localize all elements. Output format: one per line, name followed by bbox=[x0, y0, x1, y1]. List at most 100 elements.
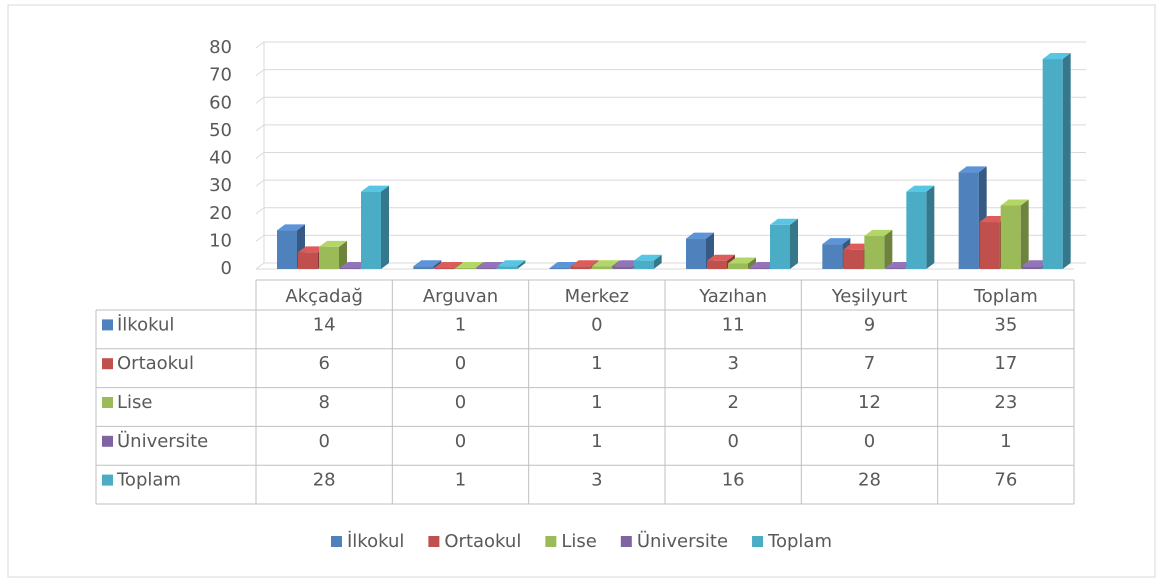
table-cell: 0 bbox=[455, 431, 466, 452]
bar bbox=[1000, 205, 1021, 269]
table-cell: 3 bbox=[591, 470, 602, 491]
table-cell: 0 bbox=[318, 431, 329, 452]
table-cell: 0 bbox=[455, 353, 466, 374]
table-cell: 28 bbox=[858, 470, 881, 491]
bar bbox=[476, 268, 497, 269]
legend-key bbox=[620, 536, 632, 547]
category-label: Yeşilyurt bbox=[831, 286, 908, 307]
table-row-label: Lise bbox=[117, 392, 152, 413]
bar-top bbox=[770, 218, 798, 225]
table-cell: 17 bbox=[994, 353, 1017, 374]
category-label: Arguvan bbox=[423, 286, 498, 307]
bar-top bbox=[361, 185, 389, 192]
y-tick-label: 60 bbox=[209, 92, 232, 113]
bar-top bbox=[707, 254, 735, 261]
bar bbox=[570, 266, 591, 269]
table-cell: 1 bbox=[591, 431, 602, 452]
bar-side bbox=[381, 185, 389, 269]
bar-side bbox=[926, 185, 935, 269]
bar bbox=[633, 260, 654, 269]
grid-line-depth bbox=[255, 179, 265, 187]
bar-top bbox=[1042, 53, 1071, 60]
legend-key bbox=[330, 536, 342, 547]
table-row-label: Üniversite bbox=[117, 430, 208, 452]
bar-top bbox=[591, 260, 620, 267]
table-cell: 0 bbox=[727, 431, 738, 452]
y-tick-label: 0 bbox=[221, 258, 232, 279]
bar-top bbox=[455, 262, 484, 268]
bar bbox=[612, 266, 633, 269]
table-cell: 76 bbox=[994, 470, 1017, 491]
bar-side bbox=[1020, 199, 1029, 269]
bar-top bbox=[319, 240, 347, 247]
chart-frame bbox=[7, 4, 1156, 578]
bar bbox=[843, 249, 864, 269]
bar-top bbox=[633, 254, 662, 261]
bar bbox=[864, 235, 885, 269]
bar bbox=[413, 266, 434, 269]
bar-top bbox=[686, 232, 714, 239]
table-cell: 7 bbox=[864, 353, 875, 374]
y-tick-label: 70 bbox=[209, 65, 232, 86]
bar-top bbox=[728, 257, 756, 264]
bar-top bbox=[434, 262, 463, 268]
table-cell: 14 bbox=[313, 314, 336, 335]
bar-top bbox=[958, 166, 987, 173]
table-cell: 35 bbox=[994, 314, 1017, 335]
table-legend-key bbox=[102, 474, 113, 486]
y-tick-label: 80 bbox=[209, 37, 232, 58]
legend-label: Toplam bbox=[767, 531, 832, 552]
table-cell: 3 bbox=[727, 353, 738, 374]
grid-line-depth bbox=[255, 124, 265, 132]
category-label: Akçadağ bbox=[285, 286, 363, 307]
y-tick-label: 30 bbox=[209, 175, 232, 196]
bar-side bbox=[339, 240, 347, 269]
grid-line-depth bbox=[255, 69, 265, 77]
bar-side bbox=[790, 218, 798, 269]
table-legend-key bbox=[102, 358, 113, 370]
bar bbox=[549, 268, 570, 269]
table-cell: 1 bbox=[455, 314, 466, 335]
bar-side bbox=[653, 254, 662, 269]
grid-line-depth bbox=[255, 152, 265, 159]
bar bbox=[340, 268, 360, 269]
bar bbox=[497, 266, 518, 269]
bar-side bbox=[517, 260, 526, 269]
bar-top bbox=[906, 185, 935, 192]
table-cell: 1 bbox=[1000, 431, 1011, 452]
table-row-label: Toplam bbox=[116, 470, 181, 491]
category-label: Merkez bbox=[565, 286, 629, 307]
table-cell: 1 bbox=[591, 353, 602, 374]
table-cell: 28 bbox=[313, 470, 336, 491]
table-cell: 11 bbox=[722, 314, 745, 335]
legend-label: Lise bbox=[561, 531, 596, 552]
table-legend-key bbox=[102, 319, 113, 331]
table-cell: 0 bbox=[864, 431, 875, 452]
y-tick-label: 50 bbox=[209, 120, 232, 141]
bar bbox=[979, 222, 1000, 269]
bar-top bbox=[822, 238, 851, 245]
table-cell: 1 bbox=[455, 470, 466, 491]
legend-key bbox=[428, 536, 440, 547]
bar-top bbox=[570, 260, 599, 267]
category-label: Yazıhan bbox=[698, 286, 767, 307]
bar-top bbox=[1000, 199, 1029, 206]
grid-line-depth bbox=[255, 234, 265, 242]
bar-top bbox=[413, 260, 442, 267]
bar bbox=[822, 244, 843, 269]
legend-key bbox=[752, 536, 764, 547]
bar-side bbox=[433, 260, 442, 269]
bar bbox=[1021, 266, 1042, 269]
bar bbox=[361, 191, 381, 269]
y-tick-label: 10 bbox=[209, 230, 232, 251]
bar-side bbox=[748, 257, 756, 269]
bar bbox=[319, 246, 339, 269]
bar bbox=[277, 230, 297, 269]
bar bbox=[728, 263, 748, 269]
table-legend-key bbox=[102, 397, 113, 408]
bar-top bbox=[497, 260, 526, 267]
bar bbox=[298, 252, 318, 269]
bar-top bbox=[277, 224, 305, 231]
